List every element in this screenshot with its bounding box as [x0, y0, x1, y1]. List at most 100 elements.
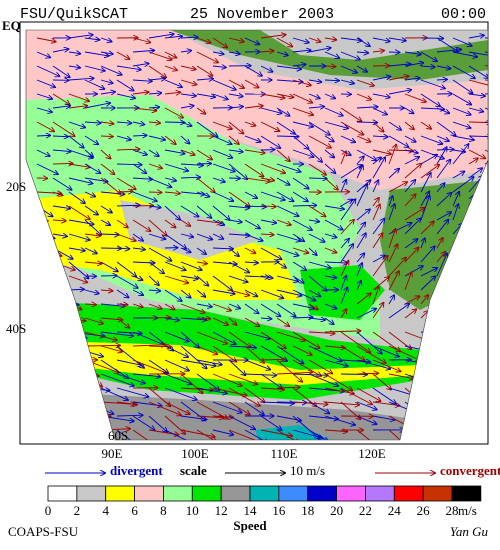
wind-arrow [68, 35, 93, 39]
colorbar-swatch [105, 485, 135, 502]
wind-arrow [340, 151, 346, 165]
wind-arrow [164, 36, 182, 38]
wind-arrow [260, 388, 284, 389]
wind-arrow [436, 121, 456, 135]
wind-arrow [148, 359, 168, 373]
wind-arrow [356, 156, 364, 165]
wind-arrow [356, 149, 376, 160]
wind-arrow [388, 121, 401, 130]
wind-arrow [148, 149, 159, 156]
wind-arrow [436, 160, 450, 179]
wind-arrow [324, 51, 339, 58]
wind-arrow [116, 233, 136, 241]
wind-arrow [388, 204, 395, 221]
wind-arrow [420, 222, 434, 235]
wind-arrow [260, 65, 272, 72]
wind-arrow [148, 233, 165, 239]
wind-arrow [148, 247, 171, 261]
wind-arrow [389, 196, 393, 207]
wind-arrow [148, 163, 162, 168]
wind-arrow [292, 64, 306, 66]
wind-arrow [116, 359, 142, 365]
wind-arrow [68, 52, 80, 54]
colorbar-tick-label: 18 [301, 503, 314, 518]
wind-arrow [276, 429, 299, 440]
wind-arrow [324, 177, 338, 190]
wind-arrow [244, 149, 265, 153]
colorbar-unit: m/s [458, 503, 477, 518]
wind-arrow [68, 191, 85, 203]
wind-arrow [452, 192, 459, 207]
wind-arrow [388, 229, 395, 249]
wind-arrow [84, 205, 98, 215]
wind-arrow [436, 37, 458, 51]
wind-arrow [292, 331, 319, 348]
wind-arrow [132, 248, 145, 250]
colorbar-tick-label: 14 [244, 503, 258, 518]
wind-arrow [452, 107, 471, 115]
wind-arrow [84, 262, 102, 264]
wind-arrow [420, 295, 428, 305]
wind-arrow [180, 303, 205, 313]
wind-arrow [356, 293, 371, 305]
wind-arrow [52, 234, 67, 236]
wind-arrow [212, 79, 236, 90]
lat-label: 20S [6, 179, 26, 194]
wind-arrow [468, 149, 485, 158]
wind-arrow [244, 37, 259, 44]
wind-arrow [292, 205, 316, 206]
wind-arrow [372, 345, 399, 357]
wind-arrow [388, 38, 406, 41]
wind-arrow [148, 34, 174, 39]
colorbar-tick-label: 24 [388, 503, 402, 518]
wind-arrow [196, 262, 207, 264]
colorbar-tick-label: 2 [74, 503, 81, 518]
wind-arrow [84, 345, 120, 346]
wind-arrow [260, 93, 285, 98]
wind-arrow [292, 317, 313, 318]
wind-arrow [196, 51, 218, 63]
wind-arrow [340, 287, 347, 305]
wind-arrow [260, 247, 282, 259]
wind-arrow [324, 107, 343, 116]
wind-arrow [356, 345, 386, 363]
wind-arrow [324, 317, 334, 324]
wind-arrow [116, 415, 143, 416]
colorbar-swatch [47, 485, 78, 502]
wind-arrow [340, 51, 360, 59]
wind-arrow [148, 303, 162, 309]
wind-arrow [116, 135, 131, 140]
wind-arrow [180, 79, 196, 85]
wind-arrow [404, 296, 419, 305]
wind-arrow [132, 63, 149, 66]
wind-arrow [132, 429, 160, 440]
wind-arrow [52, 220, 66, 221]
wind-arrow [388, 345, 420, 360]
wind-arrow [36, 121, 54, 131]
wind-arrow [436, 147, 447, 165]
wind-arrow [228, 220, 242, 222]
colorbar-swatch [307, 485, 337, 502]
wind-arrow [228, 150, 243, 152]
wind-arrow [68, 205, 90, 219]
wind-arrow [244, 289, 257, 296]
wind-arrow [324, 234, 336, 237]
wind-arrow [340, 200, 352, 207]
wind-arrow [116, 304, 128, 305]
colorbar-label: Speed [233, 518, 267, 533]
wind-arrow [404, 107, 413, 113]
wind-arrow [228, 387, 260, 406]
wind-arrow [244, 79, 259, 88]
wind-arrow [100, 373, 134, 386]
wind-arrow [36, 93, 52, 99]
wind-arrow [244, 106, 263, 108]
wind-arrow [196, 359, 222, 365]
wind-arrow [132, 374, 160, 377]
wind-arrow [164, 331, 189, 341]
colorbar-tick-label: 6 [131, 503, 138, 518]
wind-arrow [52, 121, 75, 136]
wind-arrow [196, 318, 210, 319]
wind-arrow [292, 37, 309, 43]
wind-arrow [308, 233, 325, 242]
wind-arrow [356, 253, 364, 263]
